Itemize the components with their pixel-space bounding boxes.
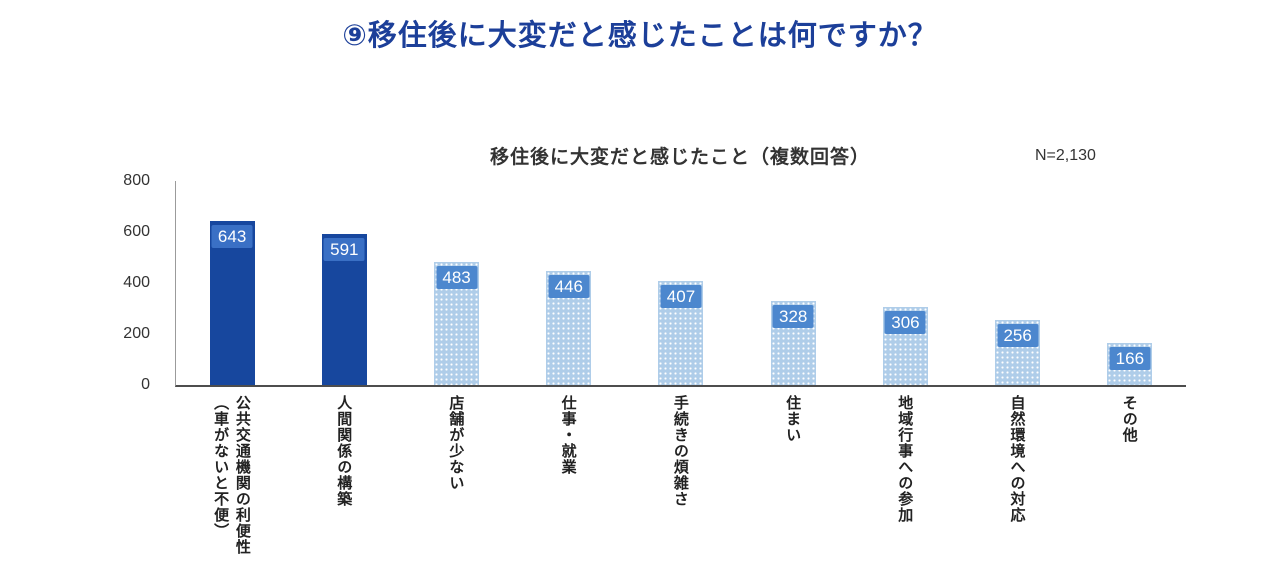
- bar-slot: 446: [513, 181, 625, 385]
- bar-slot: 256: [962, 181, 1074, 385]
- bar-slot: 483: [400, 181, 512, 385]
- bar-slot: 643: [176, 181, 288, 385]
- category-slot: 店舗が少ない: [399, 395, 511, 581]
- value-label: 483: [436, 265, 478, 289]
- y-tick-label: 200: [123, 325, 150, 342]
- bar-slot: 328: [737, 181, 849, 385]
- y-tick-label: 800: [123, 172, 150, 189]
- bar: 306: [882, 306, 928, 385]
- plot-area: 643 591 483 446 407 328 306 256 166: [175, 181, 1186, 387]
- sample-size-label: N=2,130: [1035, 147, 1096, 164]
- category-label: 人間関係の構築: [335, 395, 353, 507]
- y-tick-label: 0: [141, 376, 150, 393]
- category-slot: 公共交通機関の利便性 （車がないと不便）: [175, 395, 287, 581]
- category-slot: 自然環境への対応: [961, 395, 1073, 581]
- categories-row: 公共交通機関の利便性 （車がないと不便） 人間関係の構築 店舗が少ない 仕事・就業 手続…: [175, 395, 1185, 581]
- category-slot: 手続きの煩雑さ: [624, 395, 736, 581]
- category-slot: 地域行事への参加: [848, 395, 960, 581]
- category-label: 住まい: [784, 395, 802, 443]
- y-axis-labels: 0 200 400 600 800: [0, 172, 150, 393]
- category-label: 手続きの煩雑さ: [671, 395, 689, 507]
- category-slot: 仕事・就業: [512, 395, 624, 581]
- category-label: 地域行事への参加: [896, 395, 914, 523]
- bar: 591: [321, 234, 367, 385]
- category-slot: 住まい: [736, 395, 848, 581]
- category-label: 公共交通機関の利便性 （車がないと不便）: [212, 395, 251, 555]
- value-label: 591: [323, 238, 365, 262]
- bar: 407: [658, 281, 704, 385]
- bar-slot: 306: [849, 181, 961, 385]
- bar: 446: [546, 271, 592, 385]
- bars-row: 643 591 483 446 407 328 306 256 166: [176, 181, 1186, 385]
- value-label: 166: [1109, 346, 1151, 370]
- bar: 256: [995, 319, 1041, 385]
- category-label: 店舗が少ない: [447, 395, 465, 491]
- bar-slot: 166: [1074, 181, 1186, 385]
- category-slot: その他: [1073, 395, 1185, 581]
- bar: 483: [434, 261, 480, 385]
- category-label: 仕事・就業: [559, 395, 577, 475]
- value-label: 446: [548, 275, 590, 299]
- bar: 643: [209, 221, 255, 385]
- bar: 166: [1107, 342, 1153, 385]
- page-title: ⑨移住後に大変だと感じたことは何ですか？: [342, 20, 938, 52]
- value-label: 328: [772, 305, 814, 329]
- bar-slot: 591: [288, 181, 400, 385]
- y-tick-label: 600: [123, 223, 150, 240]
- category-slot: 人間関係の構築: [287, 395, 399, 581]
- bar-slot: 407: [625, 181, 737, 385]
- bar: 328: [770, 301, 816, 385]
- y-tick-label: 400: [123, 274, 150, 291]
- chart-title: 移住後に大変だと感じたこと（複数回答）: [489, 147, 870, 168]
- value-label: 256: [997, 323, 1039, 347]
- value-label: 407: [660, 285, 702, 309]
- category-label: その他: [1120, 395, 1138, 443]
- value-label: 643: [211, 225, 253, 249]
- category-label: 自然環境への対応: [1008, 395, 1026, 523]
- value-label: 306: [884, 310, 926, 334]
